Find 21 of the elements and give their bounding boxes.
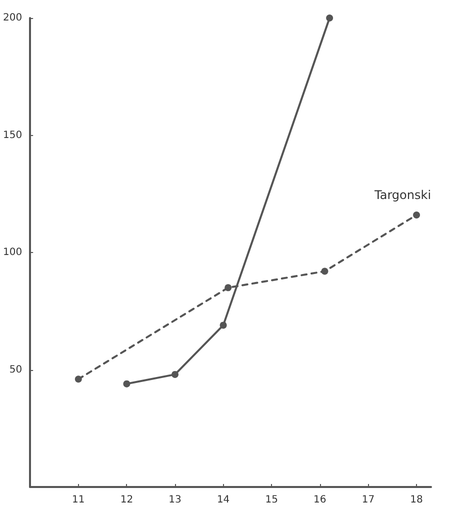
x-tick-label: 12 <box>120 494 134 506</box>
x-tick-label: 13 <box>168 494 182 506</box>
y-tick-label: 50 <box>9 364 22 376</box>
x-tick-label: 17 <box>362 494 375 506</box>
point <box>172 370 178 378</box>
point <box>224 284 232 292</box>
x-tick-label: 16 <box>314 494 326 506</box>
point <box>326 14 334 22</box>
y-tick-label: 150 <box>2 130 22 141</box>
y-tick-label: 200 <box>2 12 22 24</box>
series-label: Targonski <box>374 188 432 202</box>
point <box>220 322 227 329</box>
point <box>413 211 420 218</box>
x-tick-label: 11 <box>72 494 85 506</box>
point <box>74 376 82 383</box>
x-tick-label: 14 <box>216 494 230 506</box>
x-tick-label: 15 <box>265 494 278 506</box>
point <box>321 268 328 275</box>
point <box>123 380 130 388</box>
y-tick-label: 100 <box>2 247 22 258</box>
x-tick-label: 18 <box>410 494 423 506</box>
